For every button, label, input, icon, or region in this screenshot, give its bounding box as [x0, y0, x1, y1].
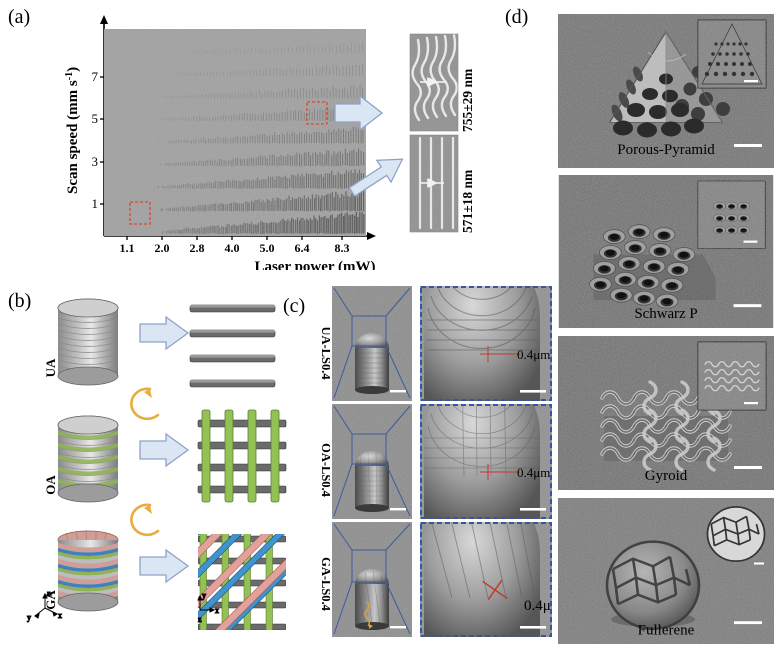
- svg-text:4.0: 4.0: [225, 241, 240, 255]
- svg-text:Laser power (mW): Laser power (mW): [254, 259, 375, 270]
- svg-text:5: 5: [92, 111, 99, 126]
- svg-text:0.4μm: 0.4μm: [524, 598, 552, 614]
- svg-text:OA: OA: [43, 475, 58, 495]
- svg-text:0.4μm: 0.4μm: [517, 465, 550, 480]
- svg-text:Schwarz P: Schwarz P: [634, 306, 697, 322]
- svg-text:1: 1: [92, 196, 99, 211]
- svg-text:Gyroid: Gyroid: [645, 468, 688, 484]
- svg-text:y: y: [202, 591, 206, 600]
- svg-text:7: 7: [92, 69, 99, 84]
- svg-text:2.0: 2.0: [155, 241, 170, 255]
- svg-text:1.1: 1.1: [120, 241, 135, 255]
- svg-text:z: z: [47, 589, 51, 598]
- svg-text:UA-LS0.4: UA-LS0.4: [319, 326, 330, 380]
- svg-text:UA: UA: [43, 358, 58, 377]
- svg-text:5.0: 5.0: [260, 241, 275, 255]
- svg-text:Scan speed (mm s-1): Scan speed (mm s-1): [64, 67, 82, 194]
- svg-text:2.8: 2.8: [190, 241, 205, 255]
- svg-text:x: x: [215, 606, 219, 615]
- svg-text:3: 3: [92, 154, 99, 169]
- svg-text:Fullerene: Fullerene: [638, 623, 695, 639]
- svg-text:z: z: [198, 615, 202, 624]
- svg-text:6.4: 6.4: [295, 241, 310, 255]
- svg-text:Porous-Pyramid: Porous-Pyramid: [617, 142, 715, 158]
- svg-text:GA-LS0.4: GA-LS0.4: [319, 557, 330, 612]
- svg-text:OA-LS0.4: OA-LS0.4: [319, 443, 330, 498]
- svg-text:8.3: 8.3: [335, 241, 350, 255]
- svg-text:755±29 nm: 755±29 nm: [460, 68, 475, 132]
- svg-text:0.4μm: 0.4μm: [517, 347, 550, 362]
- svg-text:x: x: [58, 611, 62, 620]
- svg-text:y: y: [27, 613, 31, 622]
- svg-text:571±18 nm: 571±18 nm: [460, 169, 475, 233]
